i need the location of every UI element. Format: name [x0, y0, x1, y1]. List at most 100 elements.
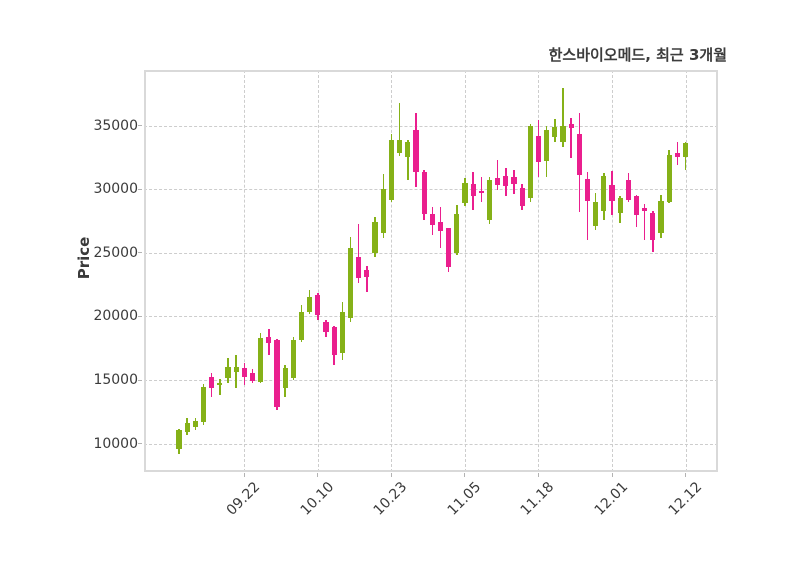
x-tick-mark [243, 473, 245, 477]
candle-body-up [347, 248, 354, 319]
candle-body-up [380, 189, 386, 234]
candle-body-up [405, 141, 411, 157]
gridline-horizontal [144, 125, 718, 127]
candle-wick [407, 139, 409, 180]
candle-body-down [584, 178, 591, 201]
gridline-horizontal [144, 316, 718, 318]
x-tick-mark [317, 473, 319, 477]
gridline-vertical [685, 70, 687, 472]
candle-body-down [413, 129, 419, 172]
candle-body-down [429, 213, 435, 225]
y-tick-label: 20000 [93, 308, 138, 325]
candle-body-down [625, 179, 631, 200]
candle-body-up [307, 296, 313, 312]
candle-body-down [446, 228, 452, 267]
candle-body-up [225, 366, 231, 379]
x-tick-mark [611, 473, 613, 477]
candle-body-up [176, 430, 182, 450]
candle-body-down [503, 176, 509, 187]
y-tick-mark [138, 188, 142, 190]
candle-body-down [495, 177, 501, 185]
candle-body-down [642, 207, 648, 212]
y-tick-mark [138, 443, 142, 445]
candle-wick [398, 103, 401, 157]
candle-body-down [470, 184, 476, 197]
candle-body-up [339, 311, 345, 354]
candle-body-up [290, 339, 296, 379]
candle-body-down [249, 372, 256, 381]
candle-body-up [192, 421, 198, 427]
candle-body-up [666, 154, 672, 202]
candle-body-up [200, 386, 207, 422]
candle-body-up [560, 125, 566, 142]
candle-body-up [282, 368, 288, 389]
gridline-horizontal [144, 189, 718, 191]
gridline-vertical [464, 70, 466, 472]
y-tick-label: 35000 [93, 117, 138, 134]
candle-body-up [454, 213, 460, 253]
y-tick-label: 25000 [93, 244, 138, 261]
candle-wick [643, 203, 646, 240]
candle-wick [480, 176, 483, 203]
candle-body-down [209, 376, 215, 389]
candle-body-down [519, 188, 525, 206]
y-tick-mark [138, 125, 142, 127]
candle-body-down [437, 221, 444, 232]
candle-body-down [356, 256, 362, 279]
y-tick-mark [138, 252, 142, 254]
candle-body-down [633, 196, 640, 215]
candle-body-down [274, 339, 280, 407]
gridline-vertical [391, 70, 393, 472]
gridline-vertical [317, 70, 319, 472]
y-tick-label: 30000 [93, 181, 138, 198]
candle-wick [586, 171, 589, 241]
y-tick-mark [138, 315, 142, 317]
candle-body-up [396, 140, 403, 154]
candle-wick [570, 117, 572, 159]
candle-body-down [576, 134, 582, 175]
candle-wick [562, 87, 564, 147]
x-tick-mark [537, 473, 539, 477]
candle-body-down [609, 184, 615, 202]
candle-body-up [682, 143, 689, 157]
gridline-horizontal [144, 252, 718, 254]
candle-body-down [568, 124, 574, 128]
candle-body-up [372, 221, 378, 253]
candle-body-up [233, 367, 239, 372]
candle-body-up [184, 423, 190, 432]
candle-body-down [535, 136, 542, 163]
candle-body-up [552, 126, 558, 137]
gridline-vertical [612, 70, 613, 472]
y-tick-label: 15000 [93, 372, 138, 388]
candle-body-down [331, 326, 337, 355]
candle-body-down [650, 213, 656, 240]
candle-body-up [617, 198, 623, 214]
x-tick-mark [390, 473, 392, 477]
chart-title: 한스바이오메드, 최근 3개월 [548, 46, 727, 64]
candle-body-down [241, 368, 247, 377]
candle-body-up [593, 202, 599, 227]
gridline-vertical [538, 70, 540, 472]
candle-body-up [486, 179, 493, 220]
x-tick-mark [685, 473, 687, 477]
candle-body-down [315, 295, 321, 315]
x-tick-mark [464, 473, 466, 477]
candle-wick [496, 159, 499, 190]
gridline-horizontal [144, 443, 718, 445]
candle-body-up [217, 383, 223, 386]
candle-body-up [258, 338, 264, 382]
candle-wick [366, 265, 368, 292]
candle-body-up [527, 125, 533, 198]
candle-body-up [601, 176, 607, 212]
gridline-horizontal [144, 380, 718, 381]
y-tick-label: 10000 [93, 435, 138, 452]
candle-body-up [462, 183, 468, 204]
candle-body-down [674, 153, 680, 158]
candle-body-down [266, 336, 272, 344]
candle-wick [357, 223, 360, 284]
candle-body-down [323, 321, 329, 332]
candle-body-up [298, 311, 305, 340]
candle-body-down [364, 269, 370, 277]
candle-wick [219, 378, 221, 395]
